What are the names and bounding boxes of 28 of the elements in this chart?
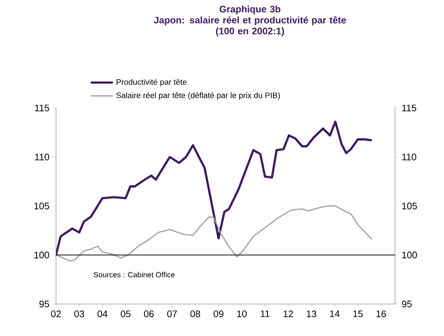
chart-title: Graphique 3b Japon: salaire réel et productivité par tête (100 en 2002:1) [154,6,346,36]
x-tick-label: 14 [330,310,340,318]
y2-tick-label: 100 [402,252,417,258]
y-tick-label: 110 [35,154,50,160]
x-tick-label: 05 [120,310,131,318]
y-tick-label: 95 [39,300,50,308]
line-series [56,120,373,256]
y2-tick-label: 115 [402,104,416,112]
x-tick-label: 08 [190,310,200,318]
x-tick-label: 09 [214,310,224,318]
x-tick-label: 15 [353,310,363,318]
x-tick-label: 16 [376,310,386,318]
y-tick-label: 115 [35,104,50,112]
x-tick-label: 12 [284,310,293,318]
y-tick-label: 100 [34,252,50,258]
line-series [56,205,372,262]
y2-tick-label: 110 [402,154,416,160]
x-tick-label: 07 [167,310,177,318]
x-tick-label: 10 [237,310,247,318]
y2-tick-label: 105 [402,202,417,210]
x-tick-label: 03 [74,310,84,318]
y-tick-label: 105 [34,202,50,210]
x-tick-label: 11 [260,310,270,318]
x-tick-label: 13 [306,310,316,318]
x-tick-label: 04 [98,310,108,318]
x-tick-label: 02 [51,310,61,318]
y2-tick-label: 95 [402,300,412,308]
x-tick-label: 06 [144,310,154,318]
